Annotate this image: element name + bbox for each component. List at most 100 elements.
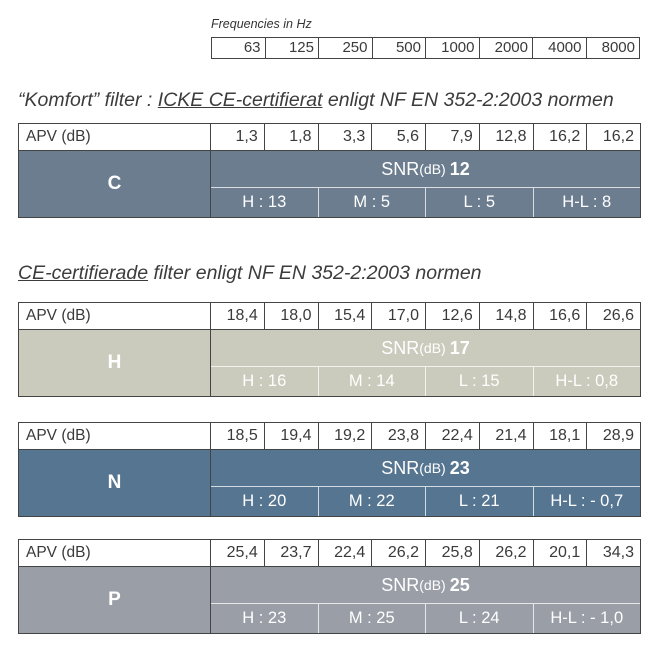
h-value: H : 13	[242, 193, 287, 211]
frequency-cell: 8000	[585, 38, 640, 58]
apv-value: 26,2	[478, 540, 533, 566]
snr-label: SNR	[381, 574, 420, 595]
snr-area: SNR (dB) 17 H : 16 M : 14 L : 15 H-L : 0,8	[211, 330, 640, 396]
section-heading-komfort: “Komfort” filter : ICKE CE-certifierat e…	[18, 89, 614, 112]
apv-label: APV (dB)	[19, 124, 211, 150]
apv-value: 21,4	[478, 423, 533, 449]
apv-value: 19,2	[317, 423, 372, 449]
filter-label: P	[19, 567, 211, 633]
section-heading-ce: CE-certifierade filter enligt NF EN 352-…	[18, 262, 482, 285]
hml-row: H : 23 M : 25 L : 24 H-L : - 1,0	[211, 604, 640, 633]
apv-value: 15,4	[317, 303, 372, 329]
frequency-cell: 500	[371, 38, 426, 58]
frequency-cell: 2000	[478, 38, 533, 58]
hl-value: H-L : - 0,7	[532, 487, 641, 516]
apv-label: APV (dB)	[19, 423, 211, 449]
apv-value: 18,4	[226, 307, 258, 324]
apv-values: 18,4 18,0 15,4 17,0 12,6 14,8 16,6 26,6	[211, 303, 640, 329]
m-value: M : 14	[317, 367, 426, 396]
snr-area: SNR (dB) 12 H : 13 M : 5 L : 5 H-L : 8	[211, 151, 640, 217]
l-value: L : 5	[425, 188, 533, 217]
hl-value: H-L : - 1,0	[532, 604, 641, 633]
hl-value: H-L : 0,8	[532, 367, 641, 396]
filter-block-n: APV (dB) 18,5 19,4 19,2 23,8 22,4 21,4 1…	[18, 422, 641, 517]
frequency-cell: 250	[318, 38, 372, 58]
snr-summary: SNR (dB) 17	[211, 330, 640, 367]
apv-row: APV (dB) 18,4 18,0 15,4 17,0 12,6 14,8 1…	[19, 303, 640, 330]
heading-suffix: filter enligt NF EN 352-2:2003 normen	[148, 262, 482, 284]
hml-row: H : 13 M : 5 L : 5 H-L : 8	[211, 188, 640, 217]
snr-value: 17	[449, 337, 470, 358]
snr-area: SNR (dB) 25 H : 23 M : 25 L : 24 H-L : - 1…	[211, 567, 640, 633]
apv-value: 1,8	[263, 124, 318, 150]
apv-value: 28,9	[586, 423, 640, 449]
filter-body: C SNR (dB) 12 H : 13 M : 5 L : 5 H-L : 8	[19, 151, 640, 217]
m-value: M : 25	[317, 604, 426, 633]
apv-value: 26,2	[371, 540, 425, 566]
snr-label: SNR	[381, 457, 420, 478]
apv-value: 7,9	[425, 124, 479, 150]
apv-value: 16,2	[532, 124, 587, 150]
snr-value: 25	[449, 574, 470, 595]
h-value: H : 16	[242, 372, 287, 390]
filter-block-h: APV (dB) 18,4 18,0 15,4 17,0 12,6 14,8 1…	[18, 302, 641, 397]
filter-body: P SNR (dB) 25 H : 23 M : 25 L : 24 H-L : -…	[19, 567, 640, 633]
m-value: M : 5	[317, 188, 426, 217]
snr-label: SNR	[381, 158, 420, 179]
apv-value: 20,1	[532, 540, 587, 566]
frequency-cell: 63	[243, 39, 261, 56]
hml-row: H : 16 M : 14 L : 15 H-L : 0,8	[211, 367, 640, 396]
apv-value: 23,8	[371, 423, 425, 449]
heading-underlined: CE-certifierade	[18, 262, 149, 284]
apv-row: APV (dB) 25,4 23,7 22,4 26,2 25,8 26,2 2…	[19, 540, 640, 567]
apv-value: 1,3	[235, 128, 258, 145]
snr-unit: (dB)	[419, 340, 446, 356]
frequency-cell: 4000	[532, 38, 586, 58]
apv-value: 22,4	[425, 423, 479, 449]
filter-label: C	[19, 151, 211, 217]
apv-value: 17,0	[371, 303, 425, 329]
apv-values: 25,4 23,7 22,4 26,2 25,8 26,2 20,1 34,3	[211, 540, 640, 566]
apv-value: 25,8	[425, 540, 479, 566]
apv-value: 16,6	[532, 303, 587, 329]
apv-value: 18,0	[263, 303, 318, 329]
apv-label: APV (dB)	[19, 540, 211, 566]
l-value: L : 24	[425, 604, 533, 633]
filter-block-p: APV (dB) 25,4 23,7 22,4 26,2 25,8 26,2 2…	[18, 539, 641, 634]
apv-values: 1,3 1,8 3,3 5,6 7,9 12,8 16,2 16,2	[211, 124, 640, 150]
snr-value: 23	[449, 457, 470, 478]
heading-underlined: ICKE CE-certifierat	[157, 89, 323, 111]
filter-body: N SNR (dB) 23 H : 20 M : 22 L : 21 H-L : -…	[19, 450, 640, 516]
h-value: H : 23	[242, 609, 287, 627]
snr-area: SNR (dB) 23 H : 20 M : 22 L : 21 H-L : - 0…	[211, 450, 640, 516]
heading-suffix: enligt NF EN 352-2:2003 normen	[322, 89, 614, 111]
filter-body: H SNR (dB) 17 H : 16 M : 14 L : 15 H-L : 0…	[19, 330, 640, 396]
frequencies-title: Frequencies in Hz	[211, 17, 312, 31]
snr-summary: SNR (dB) 25	[211, 567, 640, 604]
hl-value: H-L : 8	[532, 188, 641, 217]
m-value: M : 22	[317, 487, 426, 516]
apv-value: 34,3	[586, 540, 640, 566]
apv-value: 14,8	[478, 303, 533, 329]
snr-label: SNR	[381, 337, 420, 358]
l-value: L : 15	[425, 367, 533, 396]
l-value: L : 21	[425, 487, 533, 516]
apv-label: APV (dB)	[19, 303, 211, 329]
hml-row: H : 20 M : 22 L : 21 H-L : - 0,7	[211, 487, 640, 516]
apv-values: 18,5 19,4 19,2 23,8 22,4 21,4 18,1 28,9	[211, 423, 640, 449]
frequency-row: 63 125 250 500 1000 2000 4000 8000	[211, 37, 640, 59]
apv-row: APV (dB) 1,3 1,8 3,3 5,6 7,9 12,8 16,2 1…	[19, 124, 640, 151]
frequency-cell: 1000	[425, 38, 479, 58]
apv-value: 26,6	[586, 303, 640, 329]
apv-value: 25,4	[226, 544, 258, 561]
apv-value: 12,6	[425, 303, 479, 329]
apv-value: 16,2	[586, 124, 640, 150]
apv-row: APV (dB) 18,5 19,4 19,2 23,8 22,4 21,4 1…	[19, 423, 640, 450]
snr-unit: (dB)	[419, 161, 446, 177]
snr-summary: SNR (dB) 23	[211, 450, 640, 487]
filter-label: N	[19, 450, 211, 516]
apv-value: 23,7	[263, 540, 318, 566]
frequency-cell: 125	[264, 38, 319, 58]
snr-unit: (dB)	[419, 460, 446, 476]
apv-value: 18,5	[226, 427, 258, 444]
